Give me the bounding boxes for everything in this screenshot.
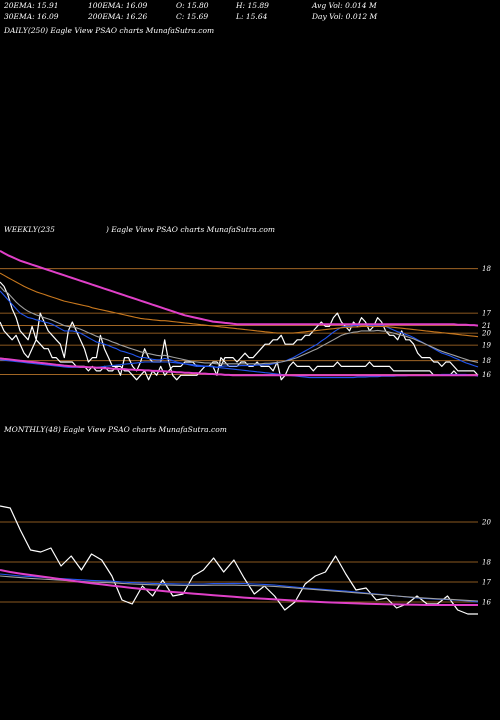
weekly-panel-label-left: WEEKLY(235	[4, 225, 55, 234]
y-tick-label: 16	[482, 371, 491, 379]
daily-chart	[0, 20, 500, 220]
ema20-series-line	[0, 290, 479, 368]
weekly-panel-label-right: ) Eagle View PSAO charts MunafaSutra.com	[106, 225, 275, 234]
day-vol-readout: Day Vol: 0.012 M	[312, 12, 378, 21]
daily-panel-label: DAILY(250) Eagle View PSAO charts Munafa…	[4, 26, 215, 35]
ema100-series-line	[0, 272, 479, 338]
y-tick-label: 17	[482, 579, 491, 587]
y-tick-label: 17	[482, 310, 491, 318]
high-readout: H: 15.89	[236, 1, 269, 10]
ema200-readout: 200EMA: 16.26	[88, 12, 148, 21]
ema_long-series-line	[0, 569, 478, 606]
y-tick-label: 20	[481, 519, 491, 527]
ema30-readout: 30EMA: 16.09	[4, 12, 59, 21]
y-tick-label: 20	[481, 330, 491, 338]
monthly-panel-label: MONTHLY(48) Eagle View PSAO charts Munaf…	[4, 425, 227, 434]
low_ema_long-series-line	[0, 357, 478, 377]
y-tick-label: 21	[481, 322, 491, 330]
y-tick-label: 18	[482, 559, 491, 567]
avg-vol-readout: Avg Vol: 0.014 M	[312, 1, 377, 10]
y-tick-label: 18	[482, 265, 491, 273]
monthly-chart: 20 18 17 16	[0, 505, 491, 615]
low-readout: L: 15.64	[236, 12, 268, 21]
ema200-series-line	[0, 250, 479, 327]
open-readout: O: 15.80	[176, 1, 209, 10]
ema100-readout: 100EMA: 16.09	[88, 1, 148, 10]
ema20-readout: 20EMA: 15.91	[4, 1, 59, 10]
y-tick-label: 18	[482, 357, 491, 365]
y-tick-label: 19	[482, 342, 491, 350]
close-readout: C: 15.69	[176, 12, 209, 21]
price-series-line	[0, 505, 478, 615]
ema30-series-line	[0, 286, 479, 365]
y-tick-label: 16	[482, 599, 491, 607]
